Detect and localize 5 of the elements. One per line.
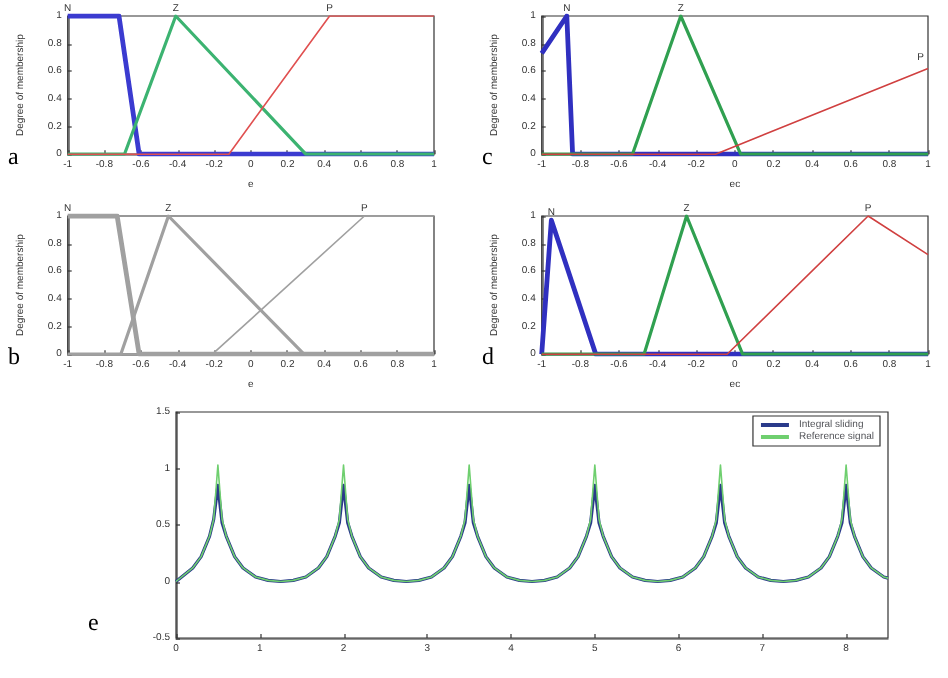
text: c: [482, 142, 493, 170]
text: d: [482, 342, 494, 370]
text: b: [8, 342, 20, 370]
text: a: [8, 142, 20, 170]
text: e: [88, 608, 99, 636]
